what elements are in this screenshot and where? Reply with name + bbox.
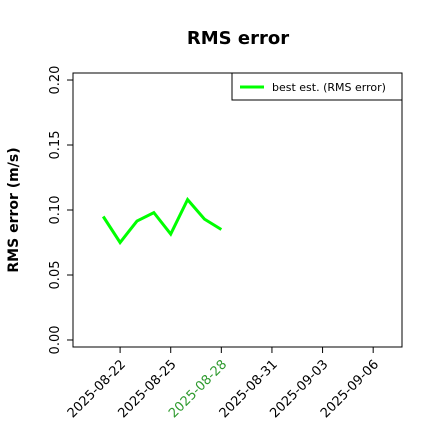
y-tick-label: 0.00 — [48, 326, 63, 355]
y-tick-label: 0.20 — [48, 66, 63, 95]
y-tick-label: 0.15 — [48, 131, 63, 160]
y-tick-label: 0.05 — [48, 261, 63, 290]
chart-title: RMS error — [187, 28, 289, 49]
series-line — [101, 196, 223, 246]
legend-label: best est. (RMS error) — [272, 81, 386, 94]
y-tick-label: 0.10 — [48, 196, 63, 225]
plot-frame — [72, 72, 403, 348]
y-axis-label: RMS error (m/s) — [6, 147, 22, 272]
